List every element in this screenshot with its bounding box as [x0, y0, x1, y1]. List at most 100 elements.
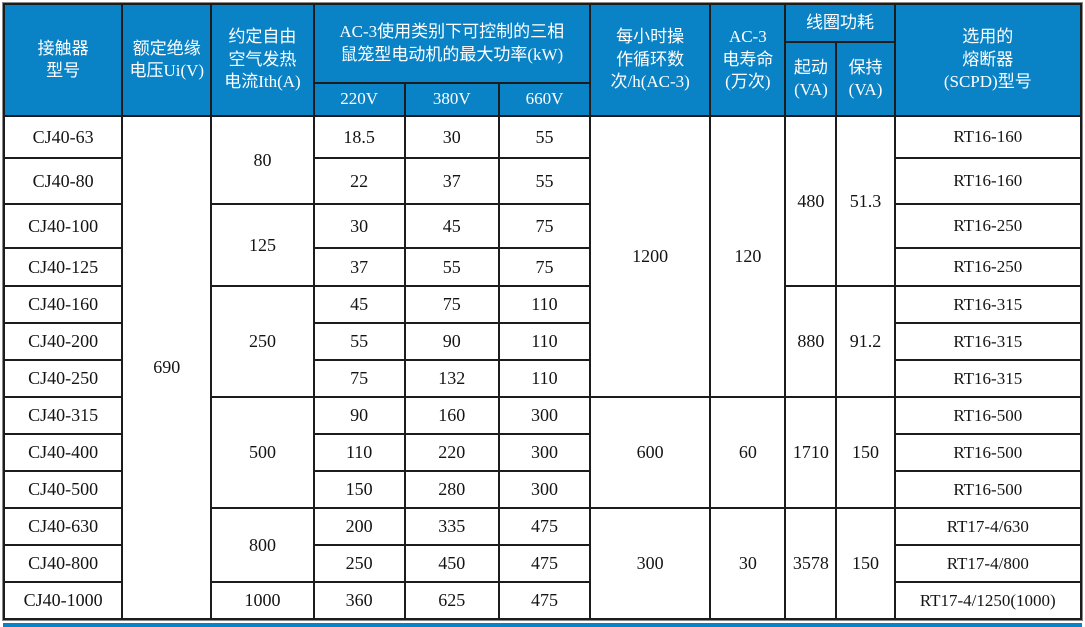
fuse-cell: RT17-4/1250(1000): [893, 581, 1083, 620]
power-220-cell: 200: [312, 507, 406, 546]
ops-per-hour-cell: 300: [589, 507, 712, 620]
table-row: CJ40-200 55 90 110 RT16-315: [2, 322, 1083, 361]
thermal-current-cell: 250: [210, 285, 315, 398]
model-cell: CJ40-500: [2, 470, 124, 509]
power-660-cell: 55: [497, 115, 592, 159]
header-cell-electrical-life: AC-3 电寿命 (万次): [709, 3, 787, 117]
table-body: CJ40-63 690 80 18.5 30 55 1200 120 480 5…: [2, 115, 1083, 620]
power-660-cell: 110: [497, 359, 592, 398]
header-cell-rated-voltage: 额定绝缘 电压Ui(V): [121, 3, 213, 117]
power-380-cell: 160: [403, 396, 500, 435]
power-220-cell: 110: [312, 433, 406, 472]
power-660-cell: 300: [497, 396, 592, 435]
coil-hold-cell: 51.3: [835, 115, 896, 287]
header-row-1: 接触器 型号 额定绝缘 电压Ui(V) 约定自由 空气发热 电流Ith(A) A…: [2, 3, 1083, 117]
power-220-cell: 30: [312, 203, 406, 249]
electrical-life-cell: 60: [709, 396, 787, 509]
power-660-cell: 300: [497, 470, 592, 509]
power-660-cell: 110: [497, 322, 592, 361]
power-660-cell: 300: [497, 433, 592, 472]
header-row-2: 起动 (VA) 保持 (VA): [4, 41, 1081, 117]
electrical-life-cell: 30: [709, 507, 787, 620]
power-380-cell: 37: [403, 157, 500, 205]
model-cell: CJ40-80: [2, 157, 124, 205]
power-220-cell: 45: [312, 285, 406, 324]
thermal-current-cell: 125: [210, 203, 315, 287]
model-cell: CJ40-160: [2, 285, 124, 324]
table-row: CJ40-100 125 30 45 75 RT16-250: [2, 203, 1083, 287]
power-380-cell: 132: [403, 359, 500, 398]
header-cell-power-group: AC-3使用类别下可控制的三相 鼠笼型电动机的最大功率(kW): [312, 3, 592, 84]
table-row: CJ40-63 690 80 18.5 30 55 1200 120 480 5…: [2, 115, 1083, 620]
model-cell: CJ40-400: [2, 433, 124, 472]
header-cell-thermal-current: 约定自由 空气发热 电流Ith(A): [210, 3, 315, 117]
bottom-accent-bar: [3, 623, 1082, 627]
fuse-cell: RT16-500: [893, 396, 1083, 435]
model-cell: CJ40-100: [2, 203, 124, 249]
power-220-cell: 150: [312, 470, 406, 509]
header-cell-coil-group: 线圈功耗: [784, 3, 896, 43]
table-row: CJ40-125 37 55 75 RT16-250: [2, 247, 1083, 287]
coil-start-cell: 1710: [784, 396, 838, 509]
coil-start-cell: 880: [784, 285, 838, 398]
power-380-cell: 55: [403, 247, 500, 287]
rated-voltage-cell: 690: [121, 115, 213, 620]
power-380-cell: 45: [403, 203, 500, 249]
model-cell: CJ40-200: [2, 322, 124, 361]
fuse-cell: RT16-160: [893, 157, 1083, 205]
header-cell-660v: 660V: [497, 82, 592, 117]
fuse-cell: RT16-315: [893, 322, 1083, 361]
model-cell: CJ40-63: [2, 115, 124, 159]
power-380-cell: 220: [403, 433, 500, 472]
table-row: CJ40-80 22 37 55 RT16-160: [2, 157, 1083, 205]
power-660-cell: 75: [497, 203, 592, 249]
power-220-cell: 90: [312, 396, 406, 435]
header-cell-coil-start: 起动 (VA): [784, 41, 838, 117]
table-header: 接触器 型号 额定绝缘 电压Ui(V) 约定自由 空气发热 电流Ith(A) A…: [2, 3, 1083, 117]
model-cell: CJ40-250: [2, 359, 124, 398]
power-660-cell: 110: [497, 285, 592, 324]
fuse-cell: RT16-250: [893, 247, 1083, 287]
electrical-life-cell: 120: [709, 115, 787, 398]
table-row: CJ40-500 150 280 300 RT16-500: [2, 470, 1083, 509]
header-cell-ops-per-hour: 每小时操 作循环数 次/h(AC-3): [589, 3, 712, 117]
thermal-current-cell: 80: [210, 115, 315, 205]
power-220-cell: 75: [312, 359, 406, 398]
ops-per-hour-cell: 1200: [589, 115, 712, 398]
table-row: CJ40-250 75 132 110 RT16-315: [2, 359, 1083, 398]
fuse-cell: RT16-250: [893, 203, 1083, 249]
power-380-cell: 625: [403, 581, 500, 620]
power-380-cell: 30: [403, 115, 500, 159]
fuse-cell: RT16-500: [893, 470, 1083, 509]
table-row: CJ40-1000 1000 360 625 475 RT17-4/1250(1…: [2, 581, 1083, 620]
power-220-cell: 250: [312, 544, 406, 583]
header-cell-model: 接触器 型号: [2, 3, 124, 117]
power-660-cell: 75: [497, 247, 592, 287]
power-220-cell: 18.5: [312, 115, 406, 159]
header-cell-380v: 380V: [403, 82, 500, 117]
power-660-cell: 475: [497, 544, 592, 583]
fuse-cell: RT16-315: [893, 285, 1083, 324]
power-380-cell: 335: [403, 507, 500, 546]
header-row-3: 220V 380V 660V: [4, 82, 1081, 117]
table-row: CJ40-400 110 220 300 RT16-500: [2, 433, 1083, 472]
table-row: CJ40-160 250 45 75 110 880 91.2 RT16-315: [2, 285, 1083, 398]
model-cell: CJ40-125: [2, 247, 124, 287]
model-cell: CJ40-1000: [2, 581, 124, 620]
power-220-cell: 55: [312, 322, 406, 361]
coil-hold-cell: 91.2: [835, 285, 896, 398]
coil-hold-cell: 150: [835, 507, 896, 620]
fuse-cell: RT17-4/630: [893, 507, 1083, 546]
table-row: CJ40-630 800 200 335 475 300 30 3578 150…: [2, 507, 1083, 620]
power-220-cell: 37: [312, 247, 406, 287]
header-cell-220v: 220V: [312, 82, 406, 117]
model-cell: CJ40-315: [2, 396, 124, 435]
table-row: CJ40-315 500 90 160 300 600 60 1710 150 …: [2, 396, 1083, 509]
power-660-cell: 475: [497, 581, 592, 620]
coil-start-cell: 3578: [784, 507, 838, 620]
coil-start-cell: 480: [784, 115, 838, 287]
model-cell: CJ40-800: [2, 544, 124, 583]
header-cell-coil-hold: 保持 (VA): [835, 41, 896, 117]
